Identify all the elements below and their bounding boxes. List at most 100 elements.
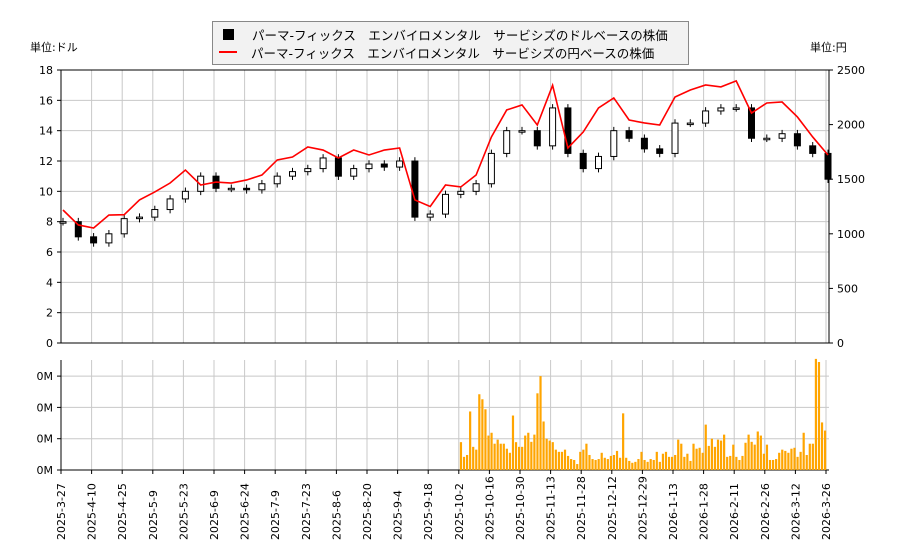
- volume-bar: [622, 413, 625, 470]
- volume-bar: [646, 461, 649, 470]
- x-tick-label: 2025-4-10: [86, 483, 99, 540]
- x-tick-label: 2025-7-23: [300, 483, 313, 540]
- candle-body: [671, 122, 679, 154]
- volume-bar: [750, 441, 753, 470]
- candle-body: [120, 218, 128, 235]
- volume-bar: [735, 456, 738, 470]
- x-tick-label: 2025-12-29: [636, 476, 649, 540]
- volume-bar: [643, 459, 646, 470]
- volume-bar: [518, 446, 521, 470]
- candle-body: [778, 133, 786, 139]
- legend-label-jpy: パーマ-フィックス エンバイロメンタル サービシズの円ベースの株価: [251, 45, 655, 61]
- price-plot-frame: [60, 69, 830, 344]
- volume-bar: [576, 464, 579, 470]
- legend-swatch-jpy: [219, 51, 237, 53]
- volume-bar: [824, 430, 827, 470]
- volume-bar: [716, 439, 720, 470]
- volume-bar: [570, 459, 573, 470]
- volume-bar: [631, 462, 634, 470]
- volume-bar: [790, 448, 793, 470]
- volume-bar: [799, 451, 802, 470]
- candle-body: [136, 216, 143, 220]
- volume-bar: [487, 435, 490, 470]
- volume-bar: [778, 452, 781, 470]
- volume-bar: [527, 432, 530, 470]
- volume-bar: [805, 454, 808, 470]
- x-tick-label: 2025-3-27: [55, 483, 68, 540]
- volume-bar: [820, 422, 824, 470]
- x-tick-label: 2025-9-4: [392, 490, 405, 540]
- x-tick-label: 2025-6-9: [208, 490, 221, 540]
- volume-bar: [563, 449, 567, 470]
- candle-body: [74, 221, 82, 238]
- volume-bar: [710, 438, 713, 470]
- candle-body: [472, 183, 480, 192]
- volume-bar: [649, 459, 652, 470]
- candle-body: [243, 187, 251, 191]
- volume-bar: [811, 443, 814, 470]
- volume-bar: [530, 441, 533, 470]
- volume-bar: [802, 432, 805, 470]
- volume-bar: [817, 362, 821, 470]
- volume-bar: [625, 457, 628, 470]
- volume-bar: [521, 446, 524, 470]
- volume-bar: [603, 457, 606, 470]
- volume-bar: [667, 456, 671, 470]
- volume-bar: [756, 431, 759, 470]
- volume-bar: [759, 435, 762, 470]
- volume-bar: [484, 409, 487, 470]
- volume-bar: [661, 453, 665, 470]
- x-tick-label: 2025-10-30: [514, 476, 527, 540]
- volume-bar: [511, 415, 515, 470]
- volume-bar: [496, 439, 499, 470]
- candle-body: [763, 137, 771, 141]
- x-tick-label: 2025-8-6: [330, 490, 343, 540]
- candle-body: [503, 130, 511, 154]
- candle-body: [625, 130, 633, 139]
- volume-bar: [652, 459, 655, 470]
- candle-body: [442, 193, 449, 215]
- candle-body: [457, 190, 465, 195]
- volume-bar: [478, 394, 481, 470]
- candle-body: [166, 198, 174, 211]
- candle-body: [686, 122, 694, 126]
- volume-bar: [481, 399, 484, 470]
- volume-bar: [597, 459, 600, 470]
- volume-bar: [514, 442, 518, 470]
- y-left-tick-label: 14: [39, 125, 53, 138]
- x-tick-label: 2025-5-9: [147, 490, 160, 540]
- candle-body: [426, 213, 434, 218]
- volume-bar: [658, 461, 661, 470]
- volume-bar: [689, 460, 692, 470]
- volume-bar: [545, 438, 548, 470]
- x-tick-label: 2026-1-13: [667, 483, 680, 540]
- volume-bar: [723, 434, 726, 470]
- candle-body: [181, 190, 189, 200]
- candle-body: [319, 157, 327, 170]
- volume-bar: [771, 459, 775, 470]
- volume-bar: [768, 459, 772, 470]
- volume-bar: [787, 452, 790, 470]
- volume-bar: [542, 421, 545, 470]
- y-left-tick-label: 16: [39, 94, 53, 107]
- candle-body: [90, 236, 98, 244]
- candle-body: [533, 130, 541, 147]
- x-tick-label: 2025-10-16: [483, 476, 496, 540]
- volume-bar: [680, 443, 683, 470]
- candle-body: [258, 183, 266, 191]
- legend-item-jpy: パーマ-フィックス エンバイロメンタル サービシズの円ベースの株価: [219, 43, 654, 61]
- volume-bar: [762, 453, 765, 470]
- volume-bar: [655, 451, 658, 470]
- y-left-tick-label: 18: [39, 64, 53, 77]
- volume-bar: [588, 454, 591, 470]
- volume-bar: [573, 459, 576, 470]
- volume-bar: [814, 358, 818, 470]
- volume-bar: [677, 439, 680, 470]
- volume-bar: [475, 449, 478, 470]
- x-tick-label: 2025-10-2: [453, 483, 466, 540]
- volume-bar: [536, 393, 539, 470]
- candle-body: [793, 133, 801, 147]
- volume-bar: [462, 456, 466, 470]
- volume-bar: [729, 455, 732, 470]
- candle-body: [656, 148, 664, 154]
